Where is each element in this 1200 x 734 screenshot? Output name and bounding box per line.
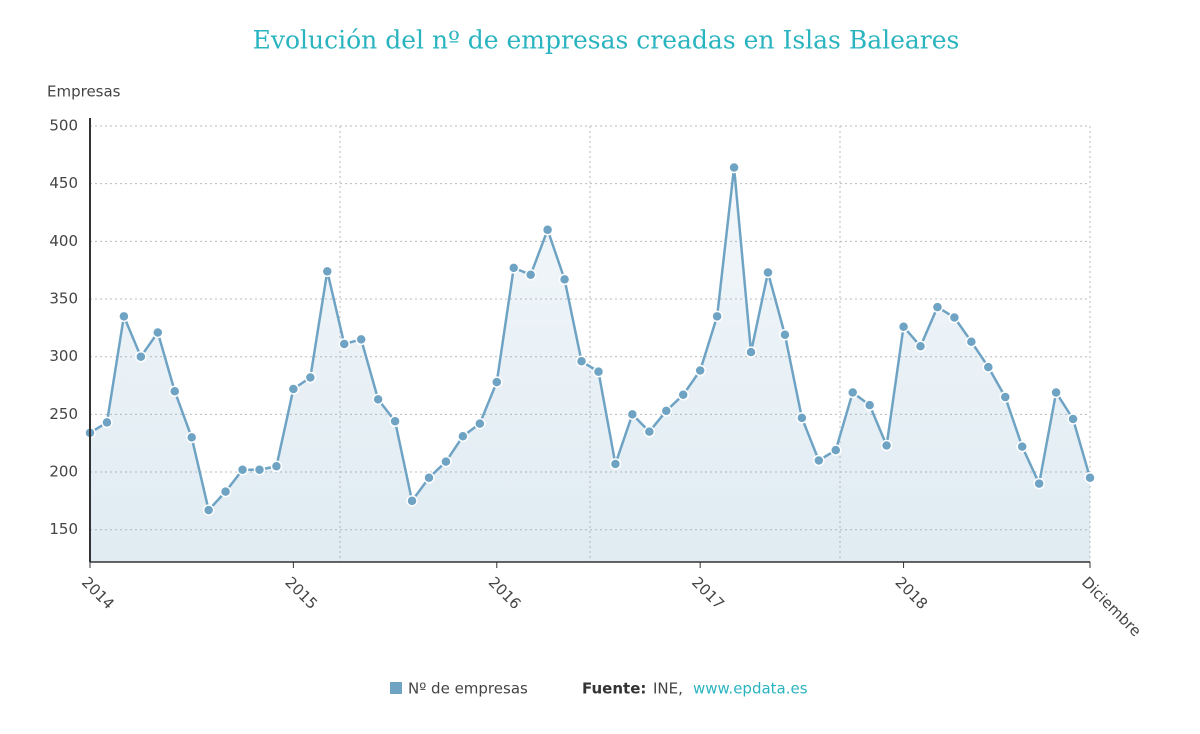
- point: [491, 376, 503, 388]
- point: [694, 364, 706, 377]
- point: [423, 472, 435, 484]
- point: [406, 495, 418, 507]
- point: [101, 416, 113, 429]
- point: [304, 371, 317, 384]
- point: [321, 265, 334, 278]
- point: [846, 386, 859, 399]
- x-tick-label: 2018: [892, 573, 932, 613]
- y-tick-label: 250: [49, 405, 78, 423]
- point: [948, 311, 961, 324]
- point: [287, 383, 300, 395]
- area: [90, 167, 1090, 562]
- point: [745, 346, 757, 358]
- point: [558, 273, 571, 286]
- point: [1050, 386, 1062, 399]
- point: [931, 301, 944, 313]
- point: [118, 310, 130, 323]
- point: [389, 415, 401, 428]
- point: [372, 393, 384, 406]
- point: [863, 399, 876, 411]
- source-label: Fuente:: [582, 680, 646, 698]
- y-tick-label: 200: [49, 463, 78, 481]
- point: [135, 350, 147, 363]
- point: [270, 460, 283, 473]
- point: [1016, 440, 1028, 453]
- point: [982, 361, 995, 373]
- point: [626, 408, 639, 421]
- point: [830, 444, 842, 456]
- point: [762, 266, 774, 279]
- point: [355, 333, 367, 346]
- point: [796, 412, 808, 424]
- point: [779, 329, 791, 341]
- point: [202, 504, 215, 516]
- x-tick-label: 2015: [281, 573, 321, 613]
- y-tick-label: 400: [49, 232, 78, 250]
- y-tick-label: 300: [49, 347, 78, 365]
- point: [338, 338, 350, 350]
- point: [711, 310, 723, 323]
- point: [592, 365, 605, 378]
- point: [185, 431, 198, 444]
- chart-title: Evolución del nº de empresas creadas en …: [253, 26, 960, 55]
- x-tick-label: 2014: [78, 573, 118, 613]
- point: [474, 417, 486, 430]
- point: [575, 355, 588, 368]
- point: [677, 389, 689, 401]
- legend: Nº de empresas Fuente: INE, www.epdata.e…: [390, 680, 808, 698]
- point: [1067, 413, 1079, 425]
- x-tick-label: Diciembre: [1078, 573, 1145, 640]
- point: [880, 439, 893, 452]
- point: [524, 269, 537, 281]
- y-tick-label: 450: [49, 174, 78, 192]
- point: [965, 335, 978, 348]
- point: [457, 430, 469, 443]
- x-tick-label: 2017: [688, 573, 728, 613]
- point: [219, 485, 232, 498]
- point: [728, 161, 740, 174]
- y-tick-label: 500: [49, 117, 78, 135]
- source-text: INE,: [653, 680, 683, 698]
- point: [541, 224, 554, 236]
- point: [1033, 477, 1045, 490]
- point: [236, 463, 249, 476]
- point: [897, 320, 910, 333]
- point: [660, 405, 673, 417]
- y-tick-label: 350: [49, 290, 78, 308]
- x-tick-label: 2016: [485, 573, 525, 613]
- point: [253, 463, 266, 476]
- point: [1084, 472, 1096, 484]
- y-tick-label: 150: [49, 520, 78, 538]
- point: [440, 455, 452, 468]
- point: [643, 425, 656, 438]
- legend-label: Nº de empresas: [408, 680, 528, 698]
- point: [813, 454, 825, 467]
- point: [999, 391, 1012, 403]
- point: [914, 340, 927, 353]
- point: [152, 326, 164, 339]
- source-link[interactable]: www.epdata.es: [693, 680, 808, 698]
- legend-swatch: [390, 682, 402, 694]
- point: [168, 385, 181, 398]
- point: [507, 262, 520, 274]
- y-axis-label: Empresas: [47, 83, 121, 101]
- point: [609, 458, 622, 470]
